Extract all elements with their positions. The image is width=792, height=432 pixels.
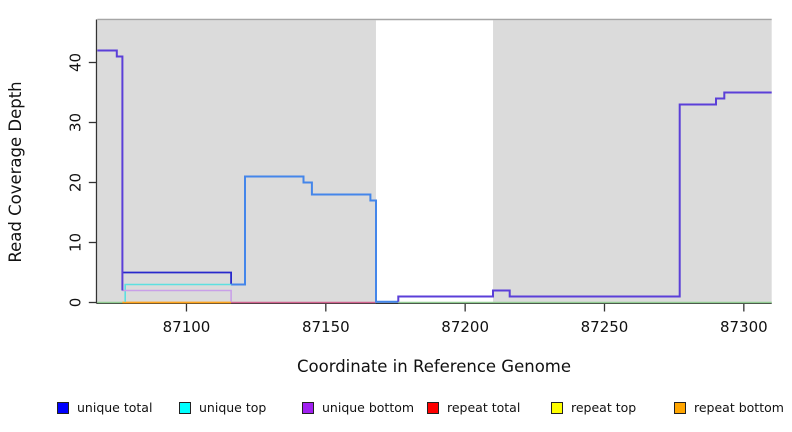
- series-stroke-unique-mid-azure: [231, 175, 399, 303]
- y-tick-label: 40: [67, 53, 85, 72]
- series-stroke-unique-top-step: [124, 283, 232, 302]
- x-axis-title: Coordinate in Reference Genome: [297, 357, 571, 376]
- x-tick-label: 87100: [163, 318, 211, 336]
- y-tick-label: 20: [67, 173, 85, 192]
- series-stroke-unique-bottom-low: [122, 289, 232, 302]
- series-stroke-unique-total-five: [122, 271, 233, 284]
- y-tick-label: 30: [67, 113, 85, 132]
- y-tick-label: 0: [67, 298, 85, 308]
- y-tick-label: 10: [67, 233, 85, 252]
- y-axis-title: Read Coverage Depth: [6, 81, 25, 262]
- x-tick-label: 87200: [441, 318, 489, 336]
- x-tick-label: 87150: [302, 318, 350, 336]
- x-tick-label: 87250: [581, 318, 629, 336]
- chart-layers: 87100 87150 87200 87250 87300 0 10 20 30 40: [67, 18, 772, 336]
- band-covered-region-right: [493, 20, 772, 304]
- band-gap-region: [375, 20, 494, 304]
- series-stroke-unique-right: [397, 91, 772, 302]
- band-covered-region-left: [97, 20, 376, 304]
- series-stroke-unique-left-high: [97, 49, 124, 291]
- x-tick-label: 87300: [720, 318, 768, 336]
